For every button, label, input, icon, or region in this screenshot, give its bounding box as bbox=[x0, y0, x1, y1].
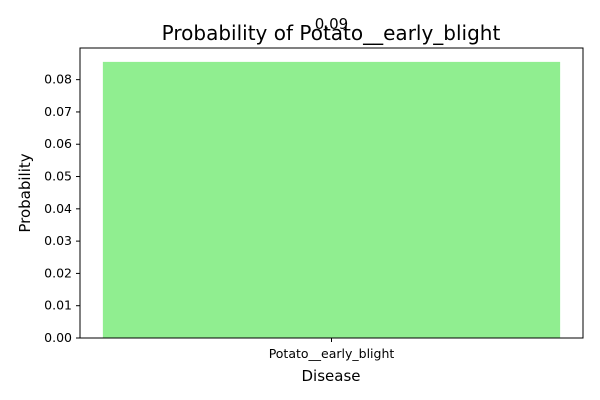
bars bbox=[102, 61, 561, 338]
x-tick-label: Potato__early_blight bbox=[269, 346, 395, 361]
bar bbox=[102, 61, 561, 338]
chart-title: Probability of Potato__early_blight bbox=[162, 21, 501, 45]
value-labels: 0.09 bbox=[315, 15, 348, 33]
y-tick-label: 0.08 bbox=[44, 72, 72, 87]
y-tick-label: 0.02 bbox=[44, 265, 72, 280]
y-tick-label: 0.06 bbox=[44, 136, 72, 151]
bar-value-label: 0.09 bbox=[315, 15, 348, 33]
x-axis-ticks: Potato__early_blight bbox=[269, 338, 395, 361]
y-tick-label: 0.04 bbox=[44, 201, 72, 216]
y-tick-label: 0.05 bbox=[44, 169, 72, 184]
y-tick-label: 0.00 bbox=[44, 330, 72, 345]
y-tick-label: 0.07 bbox=[44, 104, 72, 119]
y-axis-label: Probability bbox=[16, 153, 34, 232]
y-tick-label: 0.03 bbox=[44, 233, 72, 248]
y-axis-ticks: 0.00 0.01 0.02 0.03 0.04 0.05 0.06 0.07 0.08 bbox=[44, 72, 80, 345]
y-tick-label: 0.01 bbox=[44, 298, 72, 313]
x-axis-label: Disease bbox=[302, 367, 361, 385]
